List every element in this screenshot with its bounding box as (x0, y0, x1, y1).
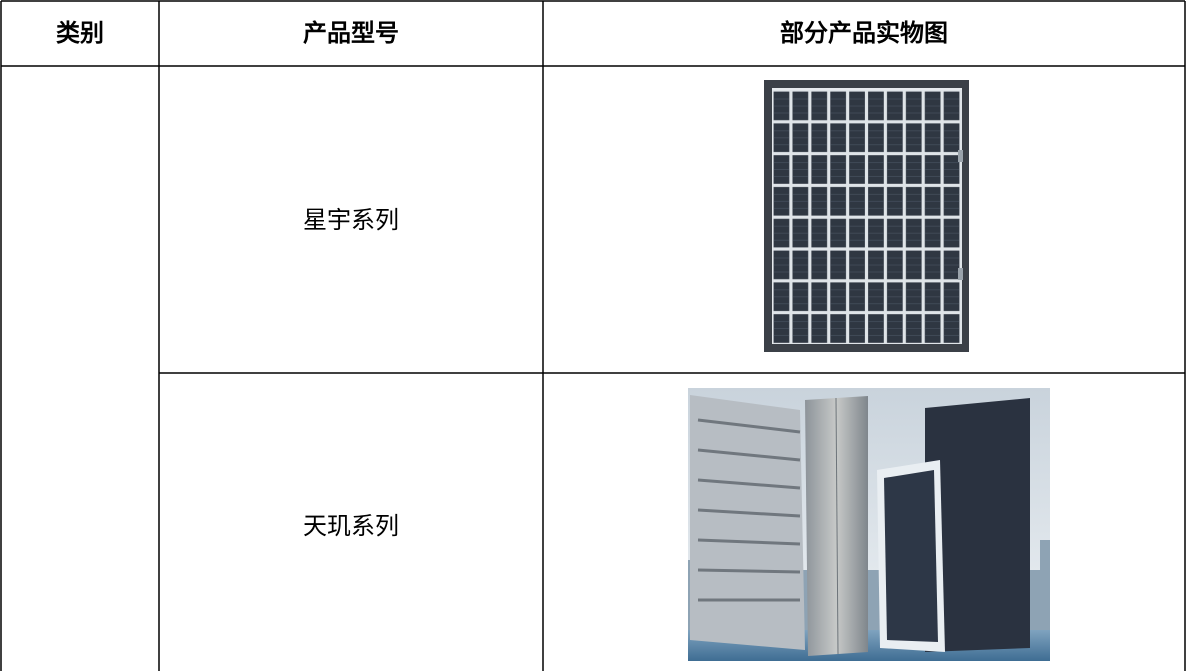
product-scene-image (688, 388, 1050, 661)
solar-panel-image (764, 80, 969, 352)
header-cell: 类别 (56, 19, 104, 47)
header-cell: 部分产品实物图 (780, 19, 948, 47)
header-cell: 产品型号 (303, 19, 399, 47)
model-cell: 天玑系列 (303, 512, 399, 540)
model-cell: 星宇系列 (303, 206, 399, 234)
